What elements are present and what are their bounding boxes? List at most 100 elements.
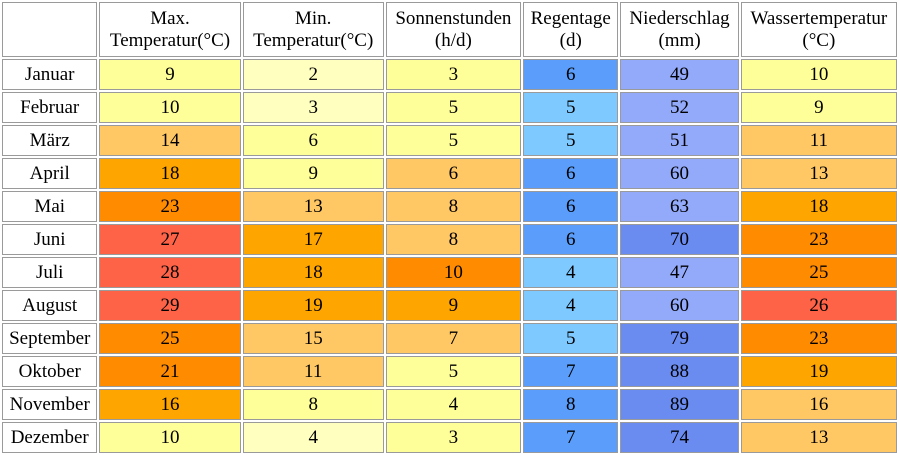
precipitation-cell: 79: [620, 323, 739, 354]
max-temp-cell: 28: [99, 257, 241, 288]
table-row: August 29 19 9 4 60 26: [2, 290, 897, 321]
max-temp-cell: 29: [99, 290, 241, 321]
water-temp-cell: 18: [740, 191, 897, 222]
max-temp-cell: 25: [99, 323, 241, 354]
water-temp-cell: 23: [740, 224, 897, 255]
max-temp-cell: 16: [99, 389, 241, 420]
header-max-temp-line2: Temperatur(°C): [109, 29, 231, 51]
min-temp-cell: 17: [242, 224, 384, 255]
rain-days-cell: 5: [523, 125, 619, 156]
precipitation-cell: 63: [620, 191, 739, 222]
min-temp-cell: 18: [242, 257, 384, 288]
header-water-temp: Wassertemperatur (°C): [740, 2, 897, 57]
month-cell: Februar: [2, 92, 98, 123]
min-temp-cell: 19: [242, 290, 384, 321]
water-temp-cell: 16: [740, 389, 897, 420]
header-water-temp-line1: Wassertemperatur: [750, 7, 888, 29]
table-row: November 16 8 4 8 89 16: [2, 389, 897, 420]
header-min-temp: Min. Temperatur(°C): [242, 2, 384, 57]
rain-days-cell: 6: [523, 224, 619, 255]
header-water-temp-line2: (°C): [802, 29, 836, 51]
max-temp-cell: 27: [99, 224, 241, 255]
sunshine-cell: 3: [385, 422, 521, 453]
table-row: April 18 9 6 6 60 13: [2, 158, 897, 189]
sunshine-cell: 3: [385, 59, 521, 90]
precipitation-cell: 89: [620, 389, 739, 420]
corner-cell: [2, 2, 98, 57]
table-row: Juni 27 17 8 6 70 23: [2, 224, 897, 255]
min-temp-cell: 2: [242, 59, 384, 90]
header-precipitation-line1: Niederschlag: [629, 7, 730, 29]
water-temp-cell: 19: [740, 356, 897, 387]
max-temp-cell: 18: [99, 158, 241, 189]
water-temp-cell: 13: [740, 422, 897, 453]
header-max-temp-line1: Max.: [150, 7, 190, 29]
table-row: März 14 6 5 5 51 11: [2, 125, 897, 156]
header-sunshine-line2: (h/d): [434, 29, 472, 51]
precipitation-cell: 52: [620, 92, 739, 123]
sunshine-cell: 5: [385, 92, 521, 123]
month-cell: Juli: [2, 257, 98, 288]
precipitation-cell: 60: [620, 158, 739, 189]
sunshine-cell: 9: [385, 290, 521, 321]
sunshine-cell: 8: [385, 191, 521, 222]
max-temp-cell: 23: [99, 191, 241, 222]
table-row: Oktober 21 11 5 7 88 19: [2, 356, 897, 387]
sunshine-cell: 10: [385, 257, 521, 288]
table-row: Januar 9 2 3 6 49 10: [2, 59, 897, 90]
header-row: Max. Temperatur(°C) Min. Temperatur(°C) So…: [2, 2, 897, 57]
max-temp-cell: 14: [99, 125, 241, 156]
month-cell: November: [2, 389, 98, 420]
sunshine-cell: 6: [385, 158, 521, 189]
min-temp-cell: 11: [242, 356, 384, 387]
sunshine-cell: 4: [385, 389, 521, 420]
min-temp-cell: 8: [242, 389, 384, 420]
water-temp-cell: 23: [740, 323, 897, 354]
table-body: Januar 9 2 3 6 49 10 Februar 10 3 5 5 52 9 März 14 6 5 5 51…: [2, 59, 897, 453]
rain-days-cell: 5: [523, 323, 619, 354]
rain-days-cell: 6: [523, 59, 619, 90]
header-min-temp-line2: Temperatur(°C): [253, 29, 374, 51]
precipitation-cell: 49: [620, 59, 739, 90]
header-sunshine: Sonnenstunden (h/d): [385, 2, 521, 57]
month-cell: Oktober: [2, 356, 98, 387]
header-rain-days: Regentage (d): [523, 2, 619, 57]
water-temp-cell: 26: [740, 290, 897, 321]
rain-days-cell: 6: [523, 191, 619, 222]
rain-days-cell: 5: [523, 92, 619, 123]
sunshine-cell: 8: [385, 224, 521, 255]
table-row: Februar 10 3 5 5 52 9: [2, 92, 897, 123]
rain-days-cell: 7: [523, 356, 619, 387]
month-cell: Mai: [2, 191, 98, 222]
max-temp-cell: 10: [99, 92, 241, 123]
header-max-temp: Max. Temperatur(°C): [99, 2, 241, 57]
precipitation-cell: 47: [620, 257, 739, 288]
header-sunshine-line1: Sonnenstunden: [395, 7, 512, 29]
water-temp-cell: 11: [740, 125, 897, 156]
min-temp-cell: 13: [242, 191, 384, 222]
max-temp-cell: 21: [99, 356, 241, 387]
precipitation-cell: 60: [620, 290, 739, 321]
sunshine-cell: 5: [385, 356, 521, 387]
month-cell: März: [2, 125, 98, 156]
rain-days-cell: 4: [523, 257, 619, 288]
month-cell: Juni: [2, 224, 98, 255]
precipitation-cell: 51: [620, 125, 739, 156]
min-temp-cell: 6: [242, 125, 384, 156]
table-row: Dezember 10 4 3 7 74 13: [2, 422, 897, 453]
max-temp-cell: 9: [99, 59, 241, 90]
min-temp-cell: 15: [242, 323, 384, 354]
sunshine-cell: 7: [385, 323, 521, 354]
water-temp-cell: 25: [740, 257, 897, 288]
month-cell: April: [2, 158, 98, 189]
month-cell: Dezember: [2, 422, 98, 453]
header-min-temp-line1: Min.: [294, 7, 332, 29]
precipitation-cell: 74: [620, 422, 739, 453]
header-rain-days-line2: (d): [559, 29, 582, 51]
water-temp-cell: 10: [740, 59, 897, 90]
precipitation-cell: 88: [620, 356, 739, 387]
month-cell: Januar: [2, 59, 98, 90]
table-row: September 25 15 7 5 79 23: [2, 323, 897, 354]
month-cell: August: [2, 290, 98, 321]
water-temp-cell: 13: [740, 158, 897, 189]
